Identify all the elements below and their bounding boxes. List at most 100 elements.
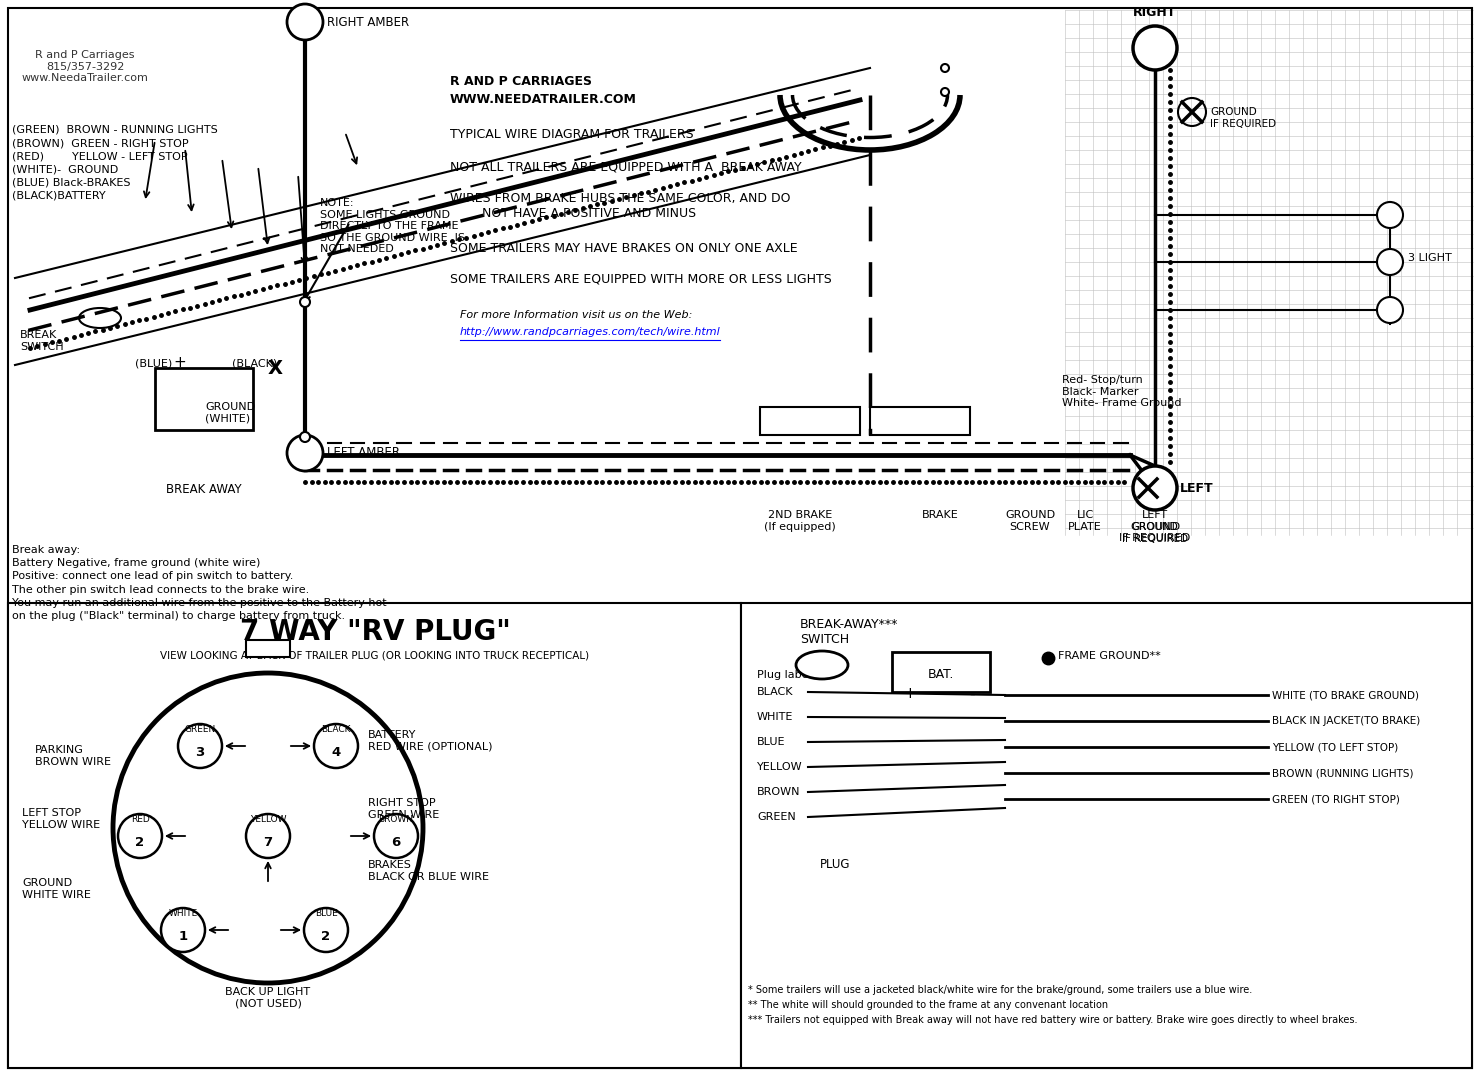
Text: GROUND
WHITE WIRE: GROUND WHITE WIRE bbox=[22, 878, 90, 900]
Bar bbox=[892, 653, 990, 692]
Text: LIC
PLATE: LIC PLATE bbox=[1069, 510, 1103, 532]
Text: +: + bbox=[173, 355, 186, 370]
Text: BLACK IN JACKET(TO BRAKE): BLACK IN JACKET(TO BRAKE) bbox=[1271, 716, 1421, 726]
Circle shape bbox=[314, 723, 358, 768]
Text: 4: 4 bbox=[332, 746, 340, 760]
Text: RIGHT AMBER: RIGHT AMBER bbox=[327, 15, 408, 29]
Circle shape bbox=[1376, 297, 1403, 322]
Text: BROWN: BROWN bbox=[379, 816, 413, 825]
Text: NOT ALL TRAILERS ARE EQUIPPED WITH A  BREAK AWAY: NOT ALL TRAILERS ARE EQUIPPED WITH A BRE… bbox=[450, 160, 802, 173]
Text: 3: 3 bbox=[195, 746, 204, 760]
Text: R AND P CARRIAGES: R AND P CARRIAGES bbox=[450, 75, 592, 88]
Bar bbox=[761, 407, 860, 435]
Text: NOTE:
SOME LIGHTS GROUND
DIRECTLY TO THE FRAME
SO THE GROUND WIRE  IS
NOT NEEDED: NOTE: SOME LIGHTS GROUND DIRECTLY TO THE… bbox=[320, 198, 465, 255]
Circle shape bbox=[303, 908, 348, 952]
Text: (GREEN)  BROWN - RUNNING LIGHTS
(BROWN)  GREEN - RIGHT STOP
(RED)        YELLOW : (GREEN) BROWN - RUNNING LIGHTS (BROWN) G… bbox=[12, 125, 218, 201]
Text: BLUE: BLUE bbox=[315, 909, 337, 918]
Text: GROUND
SCREW: GROUND SCREW bbox=[1005, 510, 1055, 532]
Text: For more Information visit us on the Web:: For more Information visit us on the Web… bbox=[460, 310, 693, 320]
Text: RED: RED bbox=[130, 816, 149, 825]
Text: BROWN: BROWN bbox=[756, 787, 801, 797]
Text: WIRES FROM BRAKE HUBS THE SAME COLOR, AND DO
        NOT HAVE A POSITIVE AND MIN: WIRES FROM BRAKE HUBS THE SAME COLOR, AN… bbox=[450, 192, 790, 220]
Text: PARKING
BROWN WIRE: PARKING BROWN WIRE bbox=[36, 745, 111, 766]
Text: GREEN: GREEN bbox=[756, 812, 796, 822]
Text: BRAKES
BLACK OR BLUE WIRE: BRAKES BLACK OR BLUE WIRE bbox=[369, 860, 488, 881]
Text: Plug labeled:: Plug labeled: bbox=[756, 670, 829, 680]
Circle shape bbox=[287, 435, 323, 471]
Circle shape bbox=[374, 814, 417, 858]
Circle shape bbox=[1376, 249, 1403, 275]
Circle shape bbox=[1376, 202, 1403, 228]
Text: 1: 1 bbox=[179, 931, 188, 944]
Text: LEFT STOP
YELLOW WIRE: LEFT STOP YELLOW WIRE bbox=[22, 808, 101, 830]
Text: GREEN: GREEN bbox=[185, 726, 216, 734]
Text: BLUE: BLUE bbox=[756, 737, 786, 747]
Circle shape bbox=[941, 64, 949, 72]
Text: RIGHT STOP
GREEN WIRE: RIGHT STOP GREEN WIRE bbox=[369, 798, 440, 819]
Text: 2ND BRAKE
(If equipped): 2ND BRAKE (If equipped) bbox=[764, 510, 836, 532]
Circle shape bbox=[178, 723, 222, 768]
Text: 2: 2 bbox=[136, 836, 145, 849]
Bar bbox=[741, 603, 1473, 1067]
Text: SOME TRAILERS MAY HAVE BRAKES ON ONLY ONE AXLE: SOME TRAILERS MAY HAVE BRAKES ON ONLY ON… bbox=[450, 242, 798, 255]
Text: BLACK: BLACK bbox=[756, 687, 793, 697]
Text: *** Trailers not equipped with Break away will not have red battery wire or batt: *** Trailers not equipped with Break awa… bbox=[747, 1015, 1357, 1024]
Text: GROUND
IF REQUIRED: GROUND IF REQUIRED bbox=[1122, 522, 1188, 544]
Circle shape bbox=[161, 908, 206, 952]
Text: 2: 2 bbox=[321, 931, 330, 944]
Circle shape bbox=[941, 88, 949, 96]
Circle shape bbox=[112, 673, 423, 983]
Text: Red- Stop/turn
Black- Marker
White- Frame Ground: Red- Stop/turn Black- Marker White- Fram… bbox=[1063, 375, 1181, 408]
Text: YELLOW: YELLOW bbox=[756, 762, 802, 772]
Text: -: - bbox=[969, 687, 975, 702]
Ellipse shape bbox=[78, 309, 121, 328]
Text: PLUG: PLUG bbox=[820, 858, 851, 871]
Text: WWW.NEEDATRAILER.COM: WWW.NEEDATRAILER.COM bbox=[450, 94, 636, 106]
Text: (BLACK): (BLACK) bbox=[232, 358, 277, 368]
Text: BREAK AWAY: BREAK AWAY bbox=[166, 483, 241, 496]
Text: GROUND
(WHITE): GROUND (WHITE) bbox=[206, 402, 255, 424]
Circle shape bbox=[300, 297, 309, 307]
Circle shape bbox=[1134, 465, 1177, 510]
Bar bbox=[246, 640, 290, 657]
Text: BATTERY
RED WIRE (OPTIONAL): BATTERY RED WIRE (OPTIONAL) bbox=[369, 730, 493, 751]
Text: WHITE: WHITE bbox=[756, 712, 793, 722]
Text: WHITE (TO BRAKE GROUND): WHITE (TO BRAKE GROUND) bbox=[1271, 690, 1419, 700]
Text: 7 WAY "RV PLUG": 7 WAY "RV PLUG" bbox=[240, 618, 511, 646]
Circle shape bbox=[287, 4, 323, 40]
Text: VIEW LOOKING AT BACK OF TRAILER PLUG (OR LOOKING INTO TRUCK RECEPTICAL): VIEW LOOKING AT BACK OF TRAILER PLUG (OR… bbox=[160, 650, 589, 660]
Text: (BLUE): (BLUE) bbox=[135, 358, 172, 368]
Text: SOME TRAILERS ARE EQUIPPED WITH MORE OR LESS LIGHTS: SOME TRAILERS ARE EQUIPPED WITH MORE OR … bbox=[450, 272, 832, 285]
Text: FRAME GROUND**: FRAME GROUND** bbox=[1058, 651, 1160, 661]
Text: YELLOW: YELLOW bbox=[250, 816, 286, 825]
Text: WHITE: WHITE bbox=[169, 909, 198, 918]
Ellipse shape bbox=[796, 651, 848, 679]
Text: GREEN (TO RIGHT STOP): GREEN (TO RIGHT STOP) bbox=[1271, 794, 1400, 804]
Text: LEFT: LEFT bbox=[1180, 482, 1214, 495]
Text: ** The white will should grounded to the frame at any convenant location: ** The white will should grounded to the… bbox=[747, 1000, 1109, 1010]
Text: 3 LIGHT: 3 LIGHT bbox=[1407, 253, 1452, 263]
Text: BLACK: BLACK bbox=[321, 726, 351, 734]
Text: TYPICAL WIRE DIAGRAM FOR TRAILERS: TYPICAL WIRE DIAGRAM FOR TRAILERS bbox=[450, 128, 694, 141]
Text: BREAK
SWITCH: BREAK SWITCH bbox=[21, 330, 64, 352]
Text: 7: 7 bbox=[263, 836, 272, 849]
Bar bbox=[7, 603, 741, 1067]
Text: RIGHT: RIGHT bbox=[1134, 5, 1177, 18]
Text: Break away:
Battery Negative, frame ground (white wire)
Positive: connect one le: Break away: Battery Negative, frame grou… bbox=[12, 545, 386, 621]
Text: BACK UP LIGHT
(NOT USED): BACK UP LIGHT (NOT USED) bbox=[225, 987, 311, 1008]
Text: R and P Carriages
815/357-3292
www.NeedaTrailer.com: R and P Carriages 815/357-3292 www.Needa… bbox=[22, 51, 148, 83]
Circle shape bbox=[1134, 26, 1177, 70]
Bar bbox=[155, 368, 253, 430]
Text: LEFT AMBER: LEFT AMBER bbox=[327, 446, 400, 459]
Text: BAT.: BAT. bbox=[928, 668, 955, 680]
Text: 6: 6 bbox=[391, 836, 401, 849]
Circle shape bbox=[300, 432, 309, 442]
Text: GROUND
IF REQUIRED: GROUND IF REQUIRED bbox=[1211, 108, 1276, 129]
Text: LEFT
GROUND
IF REQUIRED: LEFT GROUND IF REQUIRED bbox=[1119, 510, 1190, 543]
Text: X: X bbox=[268, 358, 283, 377]
Text: BROWN (RUNNING LIGHTS): BROWN (RUNNING LIGHTS) bbox=[1271, 768, 1413, 778]
Text: http://www.randpcarriages.com/tech/wire.html: http://www.randpcarriages.com/tech/wire.… bbox=[460, 327, 721, 336]
Text: BREAK-AWAY***
SWITCH: BREAK-AWAY*** SWITCH bbox=[801, 618, 898, 646]
Bar bbox=[870, 407, 969, 435]
Circle shape bbox=[246, 814, 290, 858]
